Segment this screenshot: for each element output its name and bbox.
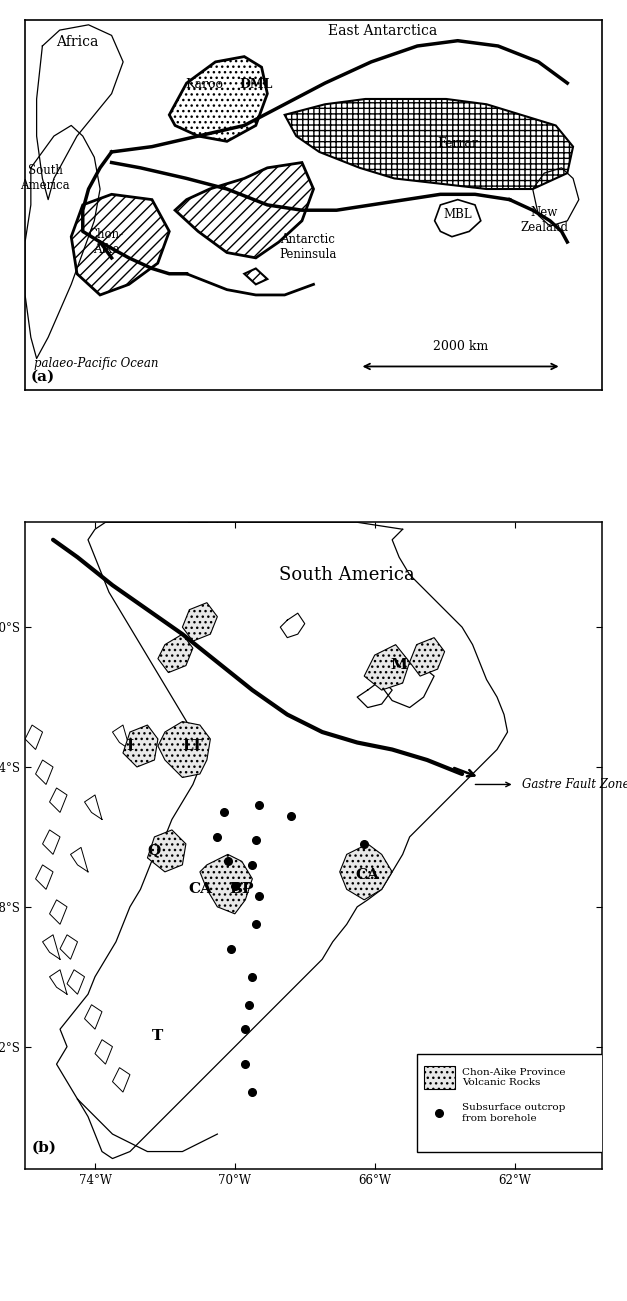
- Text: LT: LT: [182, 739, 203, 752]
- Text: Chon-
Aike: Chon- Aike: [88, 228, 124, 255]
- Text: palaeo-Pacific Ocean: palaeo-Pacific Ocean: [34, 358, 158, 371]
- Polygon shape: [123, 725, 158, 768]
- Text: South
America: South America: [21, 164, 70, 193]
- Polygon shape: [158, 634, 193, 673]
- Text: (a): (a): [31, 369, 55, 384]
- Polygon shape: [112, 1068, 130, 1092]
- Text: Subsurface outcrop
from borehole: Subsurface outcrop from borehole: [462, 1103, 566, 1123]
- Polygon shape: [36, 760, 53, 785]
- Text: 2000 km: 2000 km: [433, 341, 488, 354]
- Text: BP: BP: [229, 882, 254, 896]
- Text: CA: CA: [356, 868, 380, 882]
- Polygon shape: [435, 199, 481, 237]
- Text: (b): (b): [32, 1141, 57, 1154]
- Text: MBL: MBL: [443, 208, 472, 221]
- Polygon shape: [364, 644, 409, 690]
- Polygon shape: [200, 855, 252, 913]
- Polygon shape: [95, 1039, 112, 1064]
- Text: Africa: Africa: [56, 35, 98, 49]
- Polygon shape: [36, 865, 53, 890]
- Polygon shape: [424, 1066, 455, 1089]
- Polygon shape: [182, 602, 218, 641]
- Text: East Antarctica: East Antarctica: [328, 25, 438, 39]
- Polygon shape: [60, 935, 78, 959]
- Text: Chon-Aike Province
Volcanic Rocks: Chon-Aike Province Volcanic Rocks: [462, 1068, 566, 1088]
- Text: I: I: [127, 739, 134, 752]
- FancyBboxPatch shape: [416, 1054, 619, 1151]
- Polygon shape: [147, 830, 186, 872]
- Text: Karoo: Karoo: [185, 78, 223, 91]
- Text: Gastre Fault Zone: Gastre Fault Zone: [522, 778, 627, 791]
- Text: Ferrar: Ferrar: [437, 137, 478, 150]
- Text: M: M: [391, 658, 408, 673]
- Polygon shape: [158, 722, 211, 778]
- Polygon shape: [409, 637, 445, 677]
- Polygon shape: [50, 900, 67, 924]
- Text: DML: DML: [239, 78, 273, 91]
- Polygon shape: [340, 844, 392, 900]
- Text: Q: Q: [148, 843, 161, 857]
- Polygon shape: [50, 788, 67, 812]
- Polygon shape: [85, 1004, 102, 1029]
- Text: Antarctic
Peninsula: Antarctic Peninsula: [279, 233, 337, 262]
- Polygon shape: [25, 725, 43, 749]
- Text: CA: CA: [188, 882, 212, 896]
- Text: New
Zealand: New Zealand: [520, 207, 568, 234]
- Text: South America: South America: [279, 566, 414, 584]
- Text: T: T: [152, 1029, 164, 1042]
- Polygon shape: [43, 830, 60, 855]
- Polygon shape: [67, 969, 85, 994]
